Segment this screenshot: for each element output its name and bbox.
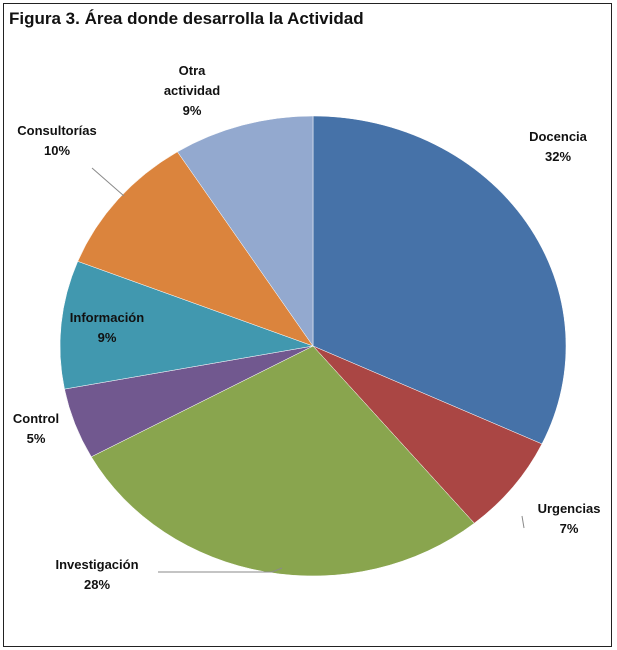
- leader-line: [91, 167, 125, 197]
- pie-slice-información: [59, 261, 314, 390]
- pie-slice-consultorías: [77, 151, 314, 347]
- data-label: Otra actividad 9%: [164, 63, 220, 118]
- leader-line: [521, 515, 525, 529]
- pie-slice-otra-actividad: [177, 115, 314, 347]
- data-label: Información 9%: [70, 310, 144, 345]
- pie-slice-urgencias: [312, 345, 543, 524]
- chart-title: Figura 3. Área donde desarrolla la Activ…: [9, 9, 364, 28]
- pie-slice-docencia: [312, 115, 567, 445]
- data-label: Control 5%: [13, 411, 59, 446]
- data-label: Consultorías 10%: [17, 123, 96, 158]
- data-label: Investigación 28%: [55, 557, 138, 592]
- data-label: Docencia 32%: [529, 129, 588, 164]
- leader-line: [158, 567, 283, 573]
- data-label: Urgencias 7%: [538, 501, 601, 536]
